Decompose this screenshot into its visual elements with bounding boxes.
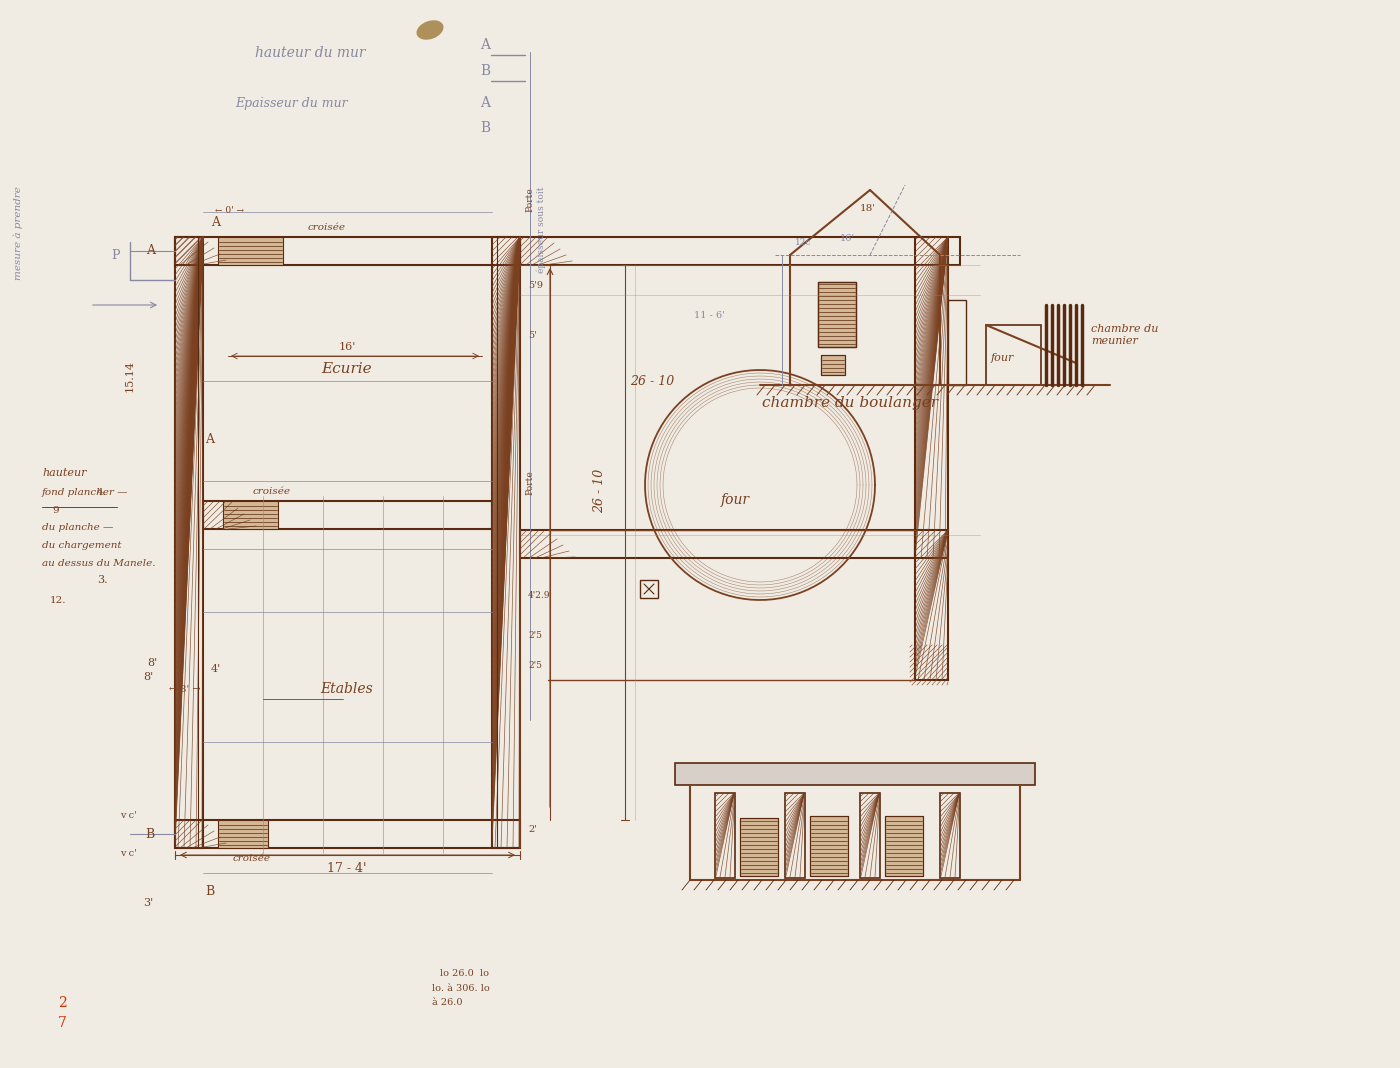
Text: Porte: Porte [525, 187, 533, 213]
Bar [741, 818, 778, 876]
Text: 4'2.9: 4'2.9 [528, 591, 550, 600]
Text: Ecurie: Ecurie [322, 362, 372, 376]
Bar [491, 237, 519, 848]
Bar [675, 763, 1035, 785]
Text: ← 0' →: ← 0' → [216, 206, 244, 215]
Bar [986, 325, 1042, 384]
Text: 2'5: 2'5 [528, 661, 542, 670]
Text: 12.: 12. [50, 596, 67, 604]
Text: épaisseur sous toit: épaisseur sous toit [536, 187, 546, 273]
Text: lo 26.0  lo: lo 26.0 lo [440, 969, 489, 978]
Text: 26 - 10: 26 - 10 [630, 375, 675, 388]
Bar [218, 237, 283, 265]
Text: A: A [146, 245, 155, 257]
Bar [811, 816, 848, 876]
Ellipse shape [416, 20, 444, 40]
Bar [885, 816, 923, 876]
Text: 8': 8' [147, 658, 157, 668]
Bar [715, 794, 735, 878]
Bar [948, 300, 966, 384]
Text: du chargement: du chargement [42, 541, 122, 550]
Text: fond plancher —: fond plancher — [42, 488, 129, 497]
Text: chambre du boulanger: chambre du boulanger [762, 396, 938, 410]
Text: four: four [721, 493, 749, 507]
Text: 5'9: 5'9 [528, 281, 543, 290]
Text: 11 - 6': 11 - 6' [694, 311, 725, 320]
Text: croisée: croisée [308, 223, 346, 232]
Bar [811, 816, 848, 876]
Text: hauteur: hauteur [42, 468, 87, 478]
Text: Etables: Etables [321, 682, 374, 696]
Text: v c': v c' [120, 811, 137, 820]
Text: au dessus du Manele.: au dessus du Manele. [42, 559, 155, 568]
Text: hauteur du mur: hauteur du mur [255, 46, 365, 60]
Text: 16': 16' [840, 234, 855, 244]
Text: 8': 8' [143, 672, 153, 682]
Text: mesure à prendre: mesure à prendre [13, 186, 22, 280]
Bar [916, 237, 948, 557]
Bar [860, 794, 881, 878]
Text: Porte: Porte [525, 470, 533, 494]
Text: 3': 3' [143, 898, 153, 908]
Text: à 26.0: à 26.0 [433, 998, 462, 1007]
Text: 9: 9 [52, 506, 59, 515]
Text: B: B [480, 64, 490, 78]
Bar [818, 282, 855, 347]
Bar [519, 237, 960, 265]
Text: lo. à 306. lo: lo. à 306. lo [433, 984, 490, 993]
Text: 2': 2' [528, 824, 538, 834]
Bar [885, 816, 923, 876]
Text: A: A [204, 433, 214, 446]
Bar [939, 794, 960, 878]
Text: chambre du
meunier: chambre du meunier [1091, 325, 1158, 346]
Text: B: B [204, 885, 214, 898]
Bar [223, 501, 279, 529]
Bar [519, 530, 916, 557]
Text: A: A [480, 38, 490, 52]
Text: croisée: croisée [232, 854, 272, 863]
Text: 16': 16' [339, 342, 356, 352]
Text: B: B [480, 121, 490, 135]
Bar [820, 355, 846, 375]
Bar [785, 794, 805, 878]
Text: 3.: 3. [97, 575, 108, 585]
Bar [203, 501, 491, 529]
Bar [820, 355, 846, 375]
Text: 2'5: 2'5 [528, 631, 542, 640]
Text: P: P [112, 249, 120, 262]
Text: B: B [146, 828, 155, 841]
Text: 18': 18' [860, 204, 876, 213]
Text: A: A [480, 96, 490, 110]
Bar [741, 818, 778, 876]
Text: 17 - 4': 17 - 4' [328, 862, 367, 875]
Text: 26 - 10: 26 - 10 [594, 469, 606, 513]
Bar [175, 820, 519, 848]
Text: four: four [991, 354, 1015, 363]
Text: 7: 7 [57, 1016, 67, 1030]
Text: 5': 5' [528, 331, 536, 340]
Text: A: A [211, 216, 220, 229]
Text: 12c: 12c [795, 238, 812, 247]
Text: croisée: croisée [253, 487, 291, 496]
Text: du planche —: du planche — [42, 523, 113, 532]
Bar [218, 820, 267, 848]
Bar [175, 237, 203, 848]
Bar [916, 530, 948, 680]
Text: ← 3' →: ← 3' → [169, 685, 200, 694]
Bar [818, 282, 855, 347]
Bar [640, 580, 658, 598]
Text: 2: 2 [57, 996, 67, 1010]
Text: 4': 4' [211, 664, 221, 674]
Text: 15.14: 15.14 [125, 360, 134, 392]
Text: Epaisseur du mur: Epaisseur du mur [235, 97, 347, 110]
Text: 4.: 4. [97, 488, 106, 497]
Bar [175, 237, 519, 265]
Text: v c': v c' [120, 849, 137, 858]
